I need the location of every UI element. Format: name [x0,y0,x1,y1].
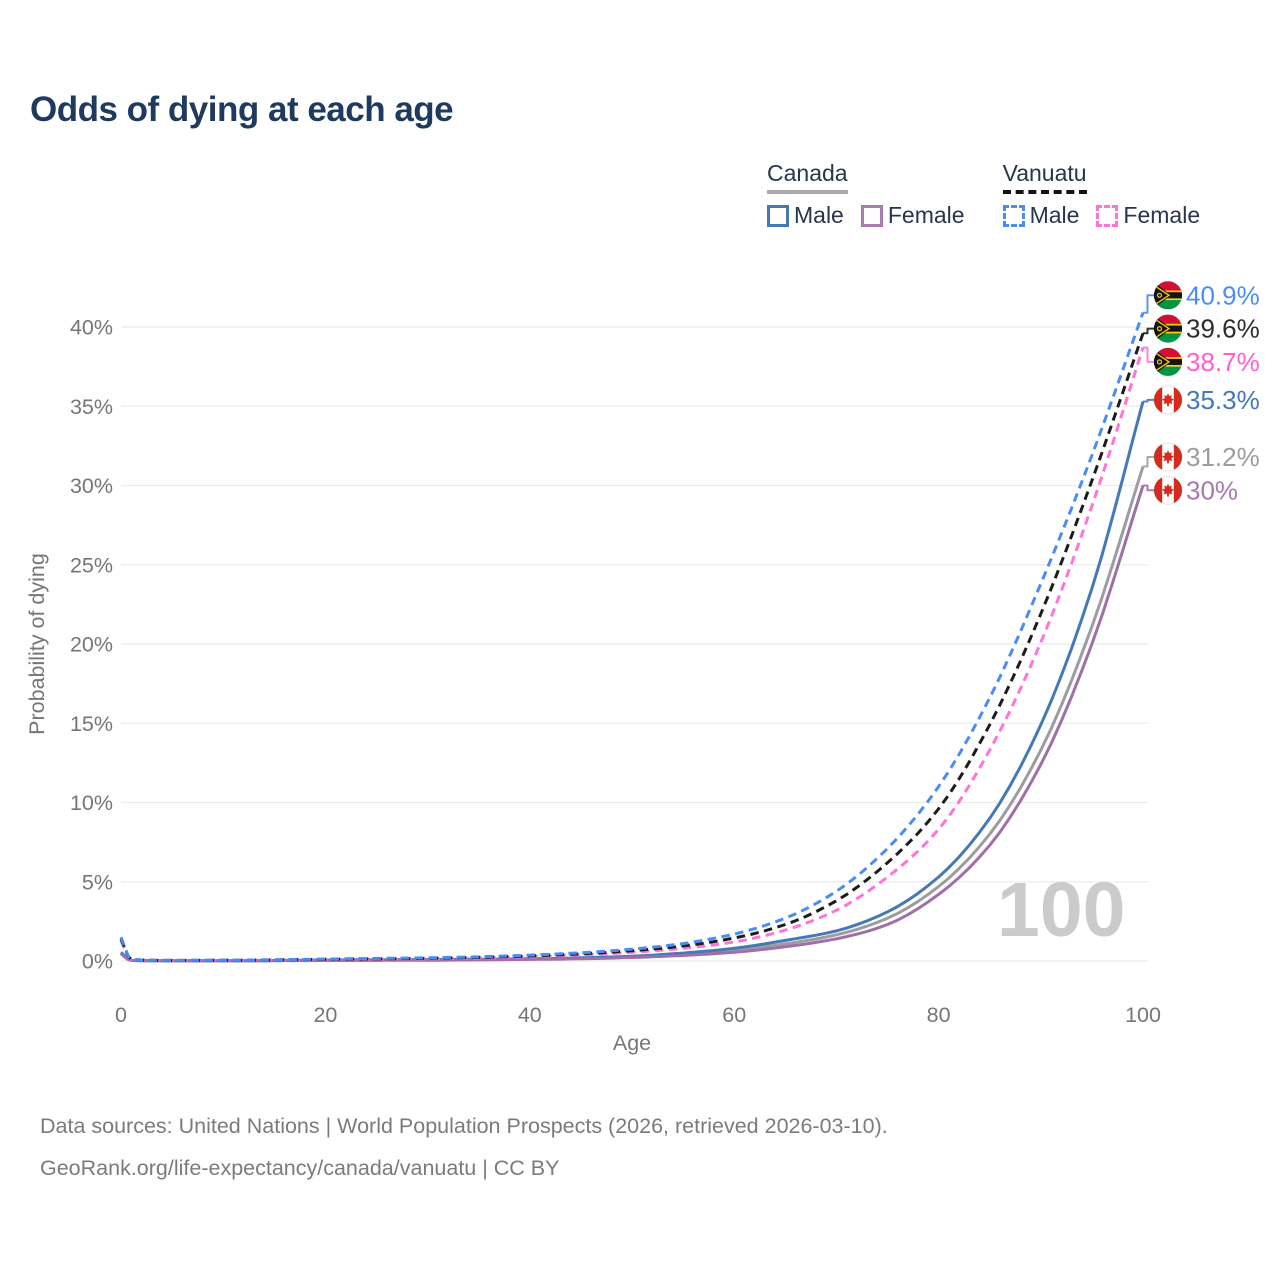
canada-flag-icon [1154,443,1182,471]
legend-swatch-canada-female [860,204,883,227]
y-axis-title: Probability of dying [25,553,49,735]
vanuatu-flag-ring [1153,280,1183,310]
legend-label-canada-female: Female [887,202,965,228]
series-line-canada-both [120,466,1145,963]
vanuatu-flag-icon [1154,347,1182,376]
end-leader-canada-both [1143,456,1154,468]
end-value-label-vanuatu-male: 40.9% [1186,280,1260,310]
end-leader-vanuatu-male [1143,294,1154,314]
y-tick-label-5: 5% [82,870,113,894]
y-tick-label-25: 25% [70,553,113,577]
canada-flag-icon [1154,385,1182,414]
chart-legend: Canada Male Female Vanuatu Male [767,160,1200,229]
legend-item-vanuatu-male[interactable]: Male [1002,202,1080,229]
vanuatu-flag-ring [1153,314,1183,344]
page-title: Odds of dying at each age [30,90,454,129]
footer: Data sources: United Nations | World Pop… [40,1106,888,1190]
vanuatu-flag-ring [1153,347,1183,377]
footer-license: GeoRank.org/life-expectancy/canada/vanua… [40,1155,560,1180]
end-value-label-canada-male: 35.3% [1186,385,1260,415]
canada-flag-ring [1153,385,1183,415]
vanuatu-flag-icon [1154,281,1182,310]
y-tick-label-40: 40% [70,316,113,340]
legend-items-vanuatu: Male Female [1002,202,1200,229]
legend-items-canada: Male Female [767,202,965,229]
legend-header-canada[interactable]: Canada [767,160,848,194]
y-tick-label-0: 0% [82,950,113,974]
end-leader-vanuatu-both [1143,327,1154,335]
y-tick-label-20: 20% [70,633,113,657]
y-tick-label-15: 15% [70,712,113,736]
y-tick-label-30: 30% [70,474,113,498]
canada-flag-ring [1153,442,1183,472]
legend-swatch-vanuatu-female [1096,204,1119,227]
end-leader-canada-male [1143,398,1154,403]
age-counter: 100 [997,867,1126,953]
legend-label-canada-male: Male [794,202,844,228]
series-line-vanuatu-male [119,312,1145,962]
legend-header-vanuatu[interactable]: Vanuatu [1002,160,1087,194]
end-value-label-canada-both: 31.2% [1186,442,1260,472]
end-value-label-vanuatu-both: 39.6% [1186,314,1260,344]
y-tick-label-10: 10% [70,791,113,815]
legend-item-canada-male[interactable]: Male [767,202,844,229]
legend-label-vanuatu-female: Female [1123,202,1201,228]
legend-label-vanuatu-male: Male [1029,202,1080,228]
series-line-canada-female [120,485,1145,963]
legend-swatch-vanuatu-male [1002,204,1025,227]
legend-swatch-canada-male [767,204,789,227]
footer-sources: Data sources: United Nations | World Pop… [40,1114,888,1138]
canada-flag-icon [1154,476,1182,505]
canada-flag-ring [1153,475,1183,505]
x-tick-label-0: 0 [115,1003,127,1027]
end-value-label-vanuatu-female: 38.7% [1186,347,1260,377]
series-line-vanuatu-both [119,332,1145,962]
series-line-vanuatu-female [119,347,1145,962]
end-leader-canada-female [1143,484,1154,492]
legend-item-vanuatu-female[interactable]: Female [1096,202,1200,229]
legend-group-vanuatu: Vanuatu Male Female [1002,160,1200,229]
legend-group-canada: Canada Male Female [767,160,965,229]
x-tick-label-80: 80 [927,1003,951,1027]
end-leader-vanuatu-female [1143,346,1154,363]
x-tick-label-20: 20 [313,1003,337,1027]
x-tick-label-40: 40 [518,1003,542,1027]
x-tick-label-100: 100 [1125,1003,1161,1027]
end-value-label-canada-female: 30% [1186,475,1238,505]
x-axis-title: Age [613,1031,651,1055]
legend-item-canada-female[interactable]: Female [860,202,965,229]
x-tick-label-60: 60 [722,1003,746,1027]
vanuatu-flag-icon [1154,314,1182,343]
y-tick-label-35: 35% [70,395,113,419]
